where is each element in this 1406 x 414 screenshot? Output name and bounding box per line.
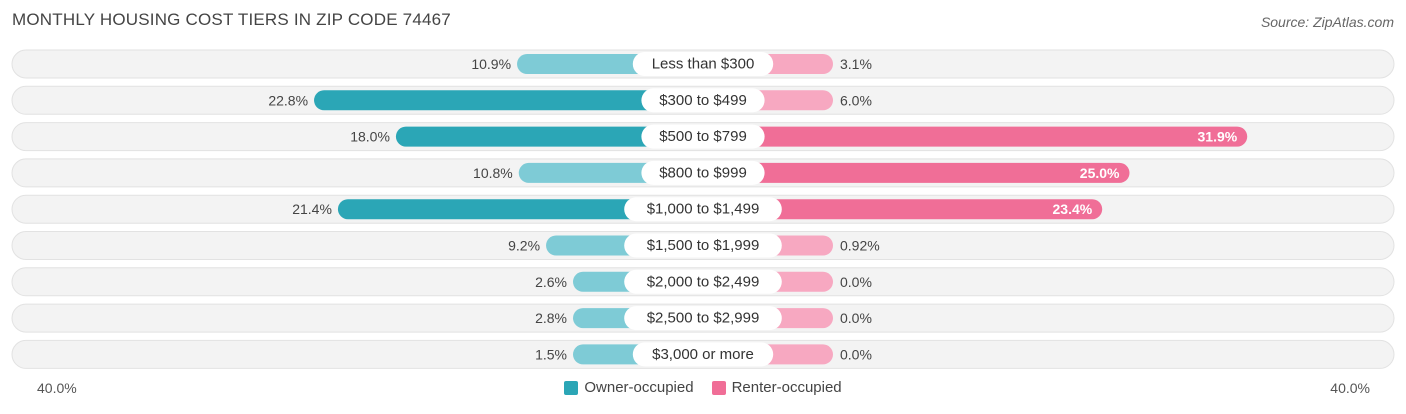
category-pill — [632, 52, 774, 76]
legend: Owner-occupied Renter-occupied — [0, 379, 1406, 396]
renter-bar — [703, 126, 1248, 147]
legend-renter-label: Renter-occupied — [731, 379, 842, 396]
category-pill — [624, 233, 782, 258]
category-label: Less than $300 — [652, 56, 755, 73]
legend-owner: Owner-occupied — [564, 379, 694, 396]
category-label: $3,000 or more — [652, 346, 754, 363]
legend-owner-label: Owner-occupied — [584, 379, 694, 396]
renter-value-label: 25.0% — [1080, 165, 1120, 181]
owner-value-label: 2.6% — [535, 274, 567, 290]
category-label: $1,000 to $1,499 — [647, 201, 760, 218]
renter-value-label: 31.9% — [1198, 129, 1238, 145]
category-pill — [641, 88, 765, 113]
category-pill — [641, 160, 765, 185]
category-label: $2,000 to $2,499 — [647, 273, 760, 290]
owner-value-label: 1.5% — [535, 346, 567, 362]
category-label: $500 to $799 — [659, 128, 747, 145]
category-label: $1,500 to $1,999 — [647, 237, 760, 254]
renter-value-label: 0.0% — [840, 310, 872, 326]
category-label: $300 to $499 — [659, 92, 747, 109]
legend-renter-swatch — [711, 380, 726, 395]
category-label: $2,500 to $2,999 — [647, 310, 760, 327]
owner-bar — [314, 90, 703, 111]
owner-value-label: 18.0% — [350, 129, 390, 145]
category-pill — [641, 124, 765, 149]
renter-value-label: 0.0% — [840, 346, 872, 362]
owner-value-label: 22.8% — [268, 92, 308, 108]
owner-bar — [395, 126, 703, 147]
renter-value-label: 0.0% — [840, 274, 872, 290]
owner-value-label: 10.8% — [473, 165, 513, 181]
renter-bar — [703, 199, 1103, 220]
axis-left-label: 40.0% — [37, 380, 77, 396]
category-pill — [624, 269, 782, 294]
renter-value-label: 0.92% — [840, 238, 880, 254]
chart-title: MONTHLY HOUSING COST TIERS IN ZIP CODE 7… — [12, 10, 451, 29]
owner-bar — [337, 199, 703, 220]
legend-renter: Renter-occupied — [711, 379, 842, 396]
renter-value-label: 23.4% — [1053, 201, 1093, 217]
chart-source: Source: ZipAtlas.com — [1260, 14, 1394, 30]
axis-right-label: 40.0% — [1330, 380, 1370, 396]
category-label: $800 to $999 — [659, 164, 747, 181]
owner-value-label: 2.8% — [535, 310, 567, 326]
renter-value-label: 6.0% — [840, 92, 872, 108]
category-pill — [632, 342, 774, 367]
renter-bar — [703, 162, 1130, 183]
category-pill — [624, 306, 782, 331]
legend-owner-swatch — [564, 380, 579, 395]
owner-value-label: 21.4% — [292, 201, 332, 217]
owner-value-label: 9.2% — [508, 238, 540, 254]
owner-value-label: 10.9% — [471, 56, 511, 72]
category-pill — [624, 197, 782, 222]
renter-value-label: 3.1% — [840, 56, 872, 72]
